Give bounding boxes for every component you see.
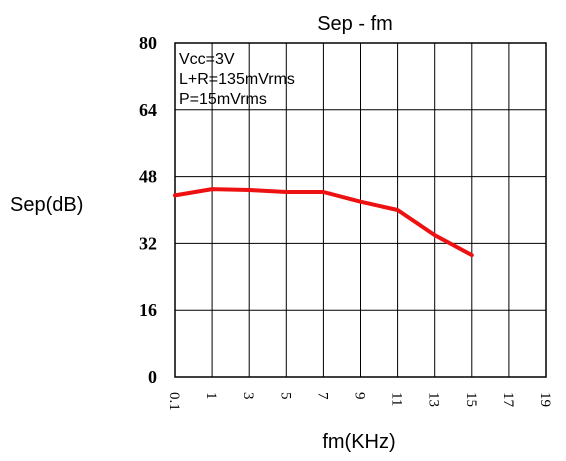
y-tick-label: 16 bbox=[139, 300, 157, 320]
x-tick-label: 13 bbox=[426, 392, 442, 407]
y-tick-label: 32 bbox=[139, 233, 157, 253]
x-tick-label: 9 bbox=[352, 392, 368, 400]
y-tick-label: 0 bbox=[148, 367, 157, 387]
y-tick-label: 48 bbox=[139, 167, 157, 187]
x-tick-label: 7 bbox=[314, 392, 330, 400]
x-tick-label: 1 bbox=[203, 392, 219, 400]
y-tick-labels: 0 16 32 48 64 80 bbox=[139, 33, 157, 387]
annotation-line: Vcc=3V bbox=[179, 51, 235, 68]
x-tick-label: 5 bbox=[277, 392, 293, 400]
x-tick-label: 17 bbox=[500, 392, 516, 408]
x-tick-label: 19 bbox=[537, 392, 553, 407]
x-tick-label: 0.1 bbox=[166, 392, 182, 411]
y-tick-label: 80 bbox=[139, 33, 157, 53]
annotation-line: P=15mVrms bbox=[179, 91, 267, 108]
x-tick-label: 3 bbox=[240, 392, 256, 400]
annotation-block: Vcc=3V L+R=135mVrms P=15mVrms bbox=[179, 51, 295, 108]
chart-title: Sep - fm bbox=[317, 13, 393, 35]
y-axis-label: Sep(dB) bbox=[10, 194, 83, 216]
x-tick-labels: 0.1 1 3 5 7 9 11 13 15 17 19 bbox=[166, 392, 553, 411]
x-axis-label: fm(KHz) bbox=[322, 431, 395, 453]
x-tick-label: 15 bbox=[463, 392, 479, 407]
annotation-line: L+R=135mVrms bbox=[179, 71, 295, 88]
y-tick-label: 64 bbox=[139, 100, 157, 120]
x-tick-label: 11 bbox=[389, 392, 405, 406]
